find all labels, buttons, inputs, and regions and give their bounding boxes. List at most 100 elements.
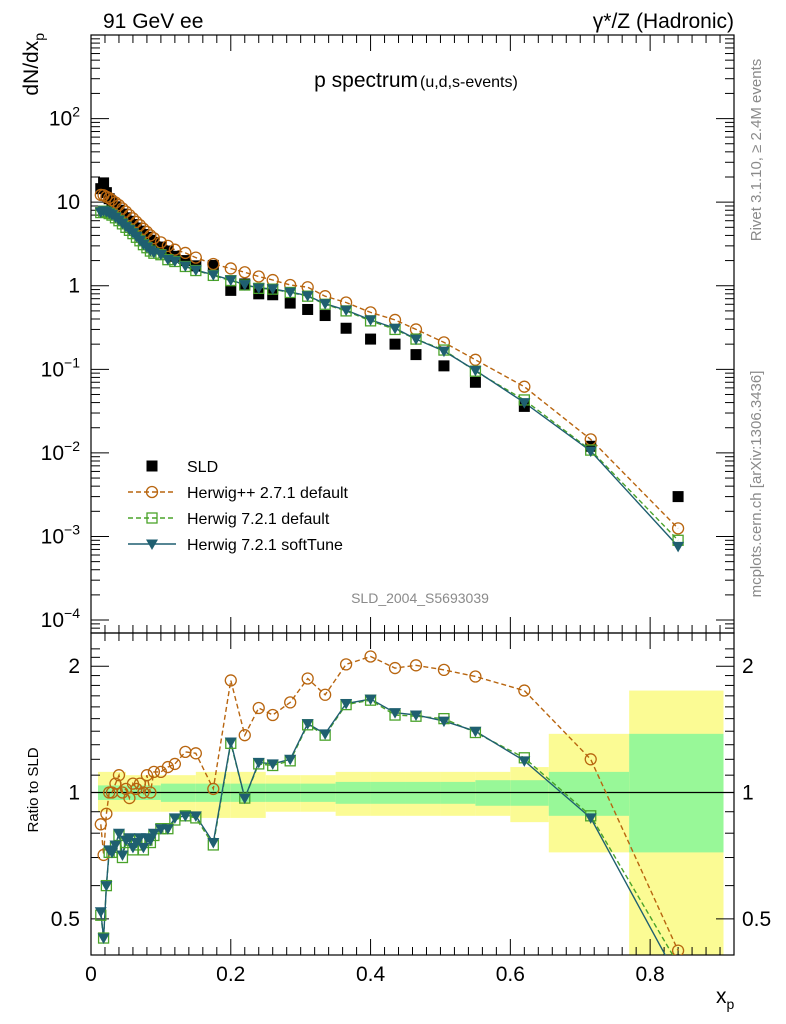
- ratio-point-series-2: [94, 907, 107, 918]
- ratio-point-series-0: [109, 777, 122, 790]
- ratio-point-series-2: [340, 699, 353, 710]
- legend-label: Herwig++ 2.7.1 default: [187, 485, 349, 502]
- ratio-point-series-0: [103, 786, 116, 799]
- ratio-point-series-2: [518, 756, 531, 767]
- legend-marker: [145, 485, 159, 499]
- ratio-point-series-0: [388, 661, 402, 675]
- legend-label: SLD: [187, 459, 218, 476]
- ratio-point-series-0: [207, 782, 220, 796]
- main-point-series-0: [207, 259, 219, 271]
- main-point-series-1: [238, 266, 251, 279]
- ratio-point-series-0: [112, 769, 126, 782]
- main-point-series-0: [340, 322, 352, 334]
- legend-marker: [146, 512, 158, 524]
- ratio-point-series-0: [671, 944, 685, 955]
- ratio-point-series-0: [339, 658, 353, 671]
- main-point-series-1: [116, 202, 129, 215]
- main-point-series-3: [437, 346, 450, 358]
- ratio-ytick-label-right: 1: [742, 782, 754, 805]
- ratio-point-series-2: [266, 759, 279, 770]
- ratio-point-series-2: [284, 754, 297, 766]
- main-point-series-3: [469, 365, 482, 377]
- main-point-series-0: [95, 183, 107, 195]
- main-point-series-1: [112, 199, 126, 212]
- ratio-point-series-0: [168, 757, 182, 771]
- ratio-xtick-label: 0.6: [496, 963, 525, 986]
- ratio-point-series-2: [364, 694, 377, 706]
- main-point-series-0: [469, 376, 481, 388]
- main-point-series-0: [672, 491, 684, 503]
- ratio-point-series-0: [94, 818, 107, 831]
- ratio-point-series-0: [224, 674, 237, 687]
- header-left-title: 91 GeV ee: [103, 10, 203, 33]
- ratio-ytick-label-right: 0.5: [742, 908, 771, 931]
- ratio-ytick-label-left: 0.5: [51, 908, 80, 931]
- main-point-series-1: [469, 353, 482, 366]
- ratio-point-series-0: [584, 753, 597, 766]
- main-point-series-0: [179, 255, 191, 267]
- main-point-series-1: [518, 380, 531, 393]
- main-point-series-1: [154, 236, 168, 249]
- ratio-axis-ticks: 0.5 0.5 1 1 2 2 0 0.2 0.4 0.6 0.8: [51, 633, 771, 986]
- ratio-point-series-2: [238, 793, 251, 805]
- main-chart-subtitle: (u,d,s-events): [420, 74, 518, 91]
- analysis-id-label: SLD_2004_S5693039: [351, 590, 489, 606]
- ratio-point-series-2: [301, 719, 314, 730]
- ratio-xtick-label: 0.2: [216, 963, 245, 986]
- ratio-point-series-2: [116, 850, 129, 861]
- legend: SLD Herwig++ 2.7.1 default Herwig 7.2.1 de…: [128, 459, 349, 554]
- main-point-series-0: [302, 303, 314, 315]
- main-point-series-1: [671, 522, 685, 535]
- main-point-series-1: [224, 262, 237, 275]
- main-point-series-0: [225, 284, 237, 296]
- ratio-ytick-label-left: 1: [68, 782, 80, 805]
- main-point-series-1: [103, 191, 116, 205]
- main-point-series-3: [189, 265, 202, 277]
- ratio-point-series-2: [161, 824, 174, 835]
- ratio-point-series-2: [97, 933, 110, 945]
- ratio-point-series-0: [318, 688, 332, 701]
- ratio-series-group: [94, 650, 685, 955]
- main-point-series-0: [389, 338, 401, 350]
- ratio-point-series-2: [123, 833, 136, 844]
- main-point-series-1: [189, 251, 202, 264]
- main-point-series-1: [179, 246, 192, 260]
- ratio-point-series-2: [584, 813, 597, 824]
- ratio-point-series-0: [301, 672, 314, 685]
- main-point-series-3: [207, 270, 220, 281]
- main-point-series-0: [438, 360, 450, 372]
- main-point-series-3: [584, 446, 597, 458]
- ratio-point-series-2: [105, 847, 118, 859]
- header-right-title: γ*/Z (Hadronic): [593, 10, 734, 33]
- ratio-point-series-0: [364, 650, 377, 663]
- main-point-series-1: [147, 232, 161, 245]
- main-point-series-0: [148, 236, 160, 248]
- ratio-point-series-2: [409, 710, 422, 722]
- ratio-point-series-2: [137, 842, 150, 854]
- main-point-series-0: [155, 241, 167, 253]
- main-ylabel: dN/dxp: [20, 33, 47, 96]
- main-point-series-3: [319, 299, 332, 310]
- ratio-point-series-0: [518, 684, 531, 697]
- main-point-series-3: [154, 249, 167, 261]
- ratio-point-series-2: [252, 757, 265, 769]
- main-ytick-label: 10−2: [41, 438, 81, 465]
- ratio-ylabel: Ratio to SLD: [25, 747, 42, 832]
- rivet-side-label: Rivet 3.1.10, ≥ 2.4M events: [748, 59, 765, 242]
- ratio-ytick-label-right: 2: [742, 655, 754, 678]
- ratio-point-series-0: [161, 760, 175, 774]
- svg-text:xp: xp: [716, 985, 735, 1012]
- main-point-series-3: [224, 275, 237, 287]
- main-point-series-3: [389, 323, 402, 335]
- ratio-point-series-0: [238, 729, 251, 742]
- ratio-point-series-2: [168, 813, 181, 824]
- ratio-point-series-0: [144, 786, 157, 799]
- main-point-series-3: [364, 315, 377, 326]
- mcplots-side-label: mcplots.cern.ch [arXiv:1306.3436]: [748, 371, 765, 598]
- main-ytick-label: 10: [57, 191, 80, 214]
- ratio-point-series-0: [123, 791, 136, 805]
- ratio-point-series-2: [100, 881, 113, 892]
- ratio-point-series-0: [137, 786, 150, 799]
- svg-text:dN/dxp: dN/dxp: [20, 33, 47, 96]
